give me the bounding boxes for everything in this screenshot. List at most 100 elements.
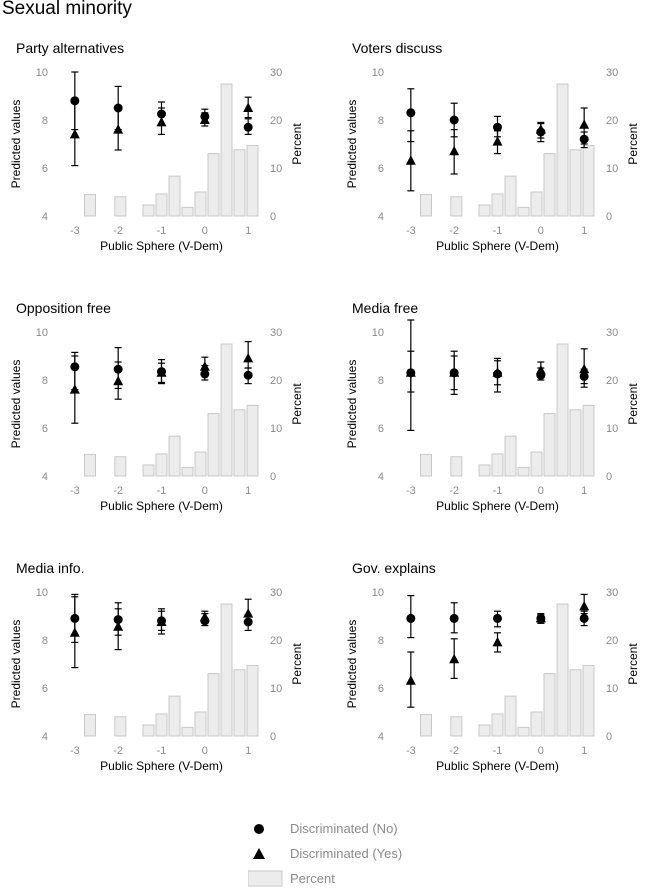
point-discriminated-yes [243, 102, 254, 112]
point-discriminated-no [449, 115, 459, 125]
y2-tick-label: 20 [270, 375, 282, 387]
histogram-bar [155, 193, 168, 217]
histogram-bar [478, 724, 491, 737]
y2-tick-label: 10 [270, 163, 282, 175]
histogram-bar [504, 435, 517, 477]
x-tick-label: -2 [113, 745, 123, 757]
point-discriminated-yes [156, 116, 167, 127]
point-discriminated-yes [199, 611, 210, 622]
chart-svg: 4 6 8 10 0 10 20 30 -3 -2 -1 0 1 Public Sphere (V-Dem… [345, 319, 640, 513]
x-tick-label: -3 [406, 485, 416, 497]
x-tick-label: 0 [202, 225, 208, 237]
histogram-bar [233, 149, 246, 217]
y2-tick-label: 10 [270, 423, 282, 435]
point-discriminated-yes [449, 653, 460, 664]
y-tick-label: 10 [36, 327, 48, 339]
chart-svg: 4 6 8 10 0 10 20 30 -3 -2 -1 0 1 Public Sphere (V-Dem… [9, 327, 304, 513]
panel-title: Media info. [16, 560, 85, 576]
histogram-bar [478, 464, 491, 477]
histogram-bar [220, 603, 233, 737]
histogram-bar [114, 456, 127, 477]
y-axis-label: Predicted values [9, 360, 23, 449]
x-tick-label: 0 [538, 225, 544, 237]
y-tick-label: 4 [378, 211, 384, 223]
y-tick-label: 6 [42, 423, 48, 435]
x-tick-label: -2 [113, 225, 123, 237]
x-tick-label: -1 [157, 225, 167, 237]
y-tick-label: 8 [378, 115, 384, 127]
histogram-bar [181, 206, 194, 217]
histogram-bar [220, 343, 233, 477]
point-discriminated-yes [113, 621, 124, 631]
histogram-bar [114, 716, 127, 737]
y-tick-label: 4 [378, 471, 384, 483]
point-discriminated-yes [199, 114, 210, 124]
histogram-bar [84, 453, 96, 477]
panel-opposition-free: Opposition free 4 6 8 10 0 10 20 30 -3 -2 -1 0 1 Publ… [4, 300, 324, 560]
histogram-bar [569, 669, 582, 737]
point-discriminated-yes [535, 364, 546, 375]
x-tick-label: -1 [493, 745, 503, 757]
point-discriminated-no [493, 122, 502, 132]
legend-item-yes: Discriminated (Yes) [248, 843, 488, 865]
point-discriminated-yes [156, 616, 167, 626]
histogram-bar [530, 451, 543, 477]
x-tick-label: -3 [70, 225, 80, 237]
y2-tick-label: 0 [606, 731, 612, 743]
histogram-bar [478, 204, 491, 217]
x-tick-label: 0 [538, 485, 544, 497]
y2-tick-label: 30 [270, 67, 282, 79]
legend-item-no: Discriminated (No) [248, 818, 488, 840]
point-discriminated-yes [579, 119, 590, 129]
y-tick-label: 6 [378, 683, 384, 695]
histogram-bar [491, 713, 504, 737]
y-axis-label: Predicted values [9, 620, 23, 709]
chart-svg: 4 6 8 10 0 10 20 30 -3 -2 -1 0 1 Public Sphere (V-Dem… [345, 67, 640, 253]
y2-tick-label: 0 [606, 471, 612, 483]
triangle-icon [253, 848, 265, 859]
histogram-bar [556, 343, 569, 477]
y2-tick-label: 30 [270, 327, 282, 339]
point-discriminated-yes [199, 361, 210, 371]
x-tick-label: -1 [493, 225, 503, 237]
x-tick-label: -2 [449, 485, 459, 497]
histogram-bar [181, 726, 194, 737]
histogram-bar [582, 664, 595, 737]
histogram-bar [168, 175, 181, 217]
y-axis-label: Predicted values [345, 360, 359, 449]
x-tick-label: 1 [581, 225, 587, 237]
y-tick-label: 4 [378, 731, 384, 743]
y2-axis-label: Percent [626, 383, 640, 425]
y2-axis-label: Percent [290, 383, 304, 425]
histogram-bar [207, 153, 220, 217]
histogram-bar [207, 413, 220, 477]
histogram-bar [420, 713, 432, 737]
y-tick-label: 4 [42, 471, 48, 483]
panel-gov-explains: Gov. explains 4 6 8 10 0 10 20 30 -3 -2 -1 0 1 Public… [340, 560, 648, 820]
histogram-bar [504, 175, 517, 217]
y2-tick-label: 0 [270, 211, 276, 223]
y2-tick-label: 0 [270, 731, 276, 743]
point-discriminated-yes [69, 384, 80, 394]
histogram-bar [420, 453, 432, 477]
histogram-bar [530, 711, 543, 737]
point-discriminated-yes [405, 367, 416, 377]
y-axis-label: Predicted values [345, 100, 359, 189]
point-discriminated-yes [69, 627, 80, 637]
histogram-bar [142, 724, 155, 737]
histogram-bar [142, 204, 155, 217]
histogram-bar [142, 464, 155, 477]
histogram-bar [491, 193, 504, 217]
histogram-bar [155, 453, 168, 477]
panel-media-info: Media info. 4 6 8 10 0 10 20 30 -3 -2 -1 0 1 Public S… [4, 560, 324, 820]
x-tick-label: -2 [449, 225, 459, 237]
histogram-bar [517, 206, 530, 217]
x-tick-label: -2 [113, 485, 123, 497]
point-discriminated-no [493, 613, 502, 623]
y-tick-label: 10 [36, 67, 48, 79]
y2-tick-label: 20 [270, 115, 282, 127]
y-axis-label: Predicted values [345, 620, 359, 709]
page-title: Sexual minority [2, 0, 132, 19]
histogram-bar [569, 149, 582, 217]
point-discriminated-yes [243, 352, 254, 363]
